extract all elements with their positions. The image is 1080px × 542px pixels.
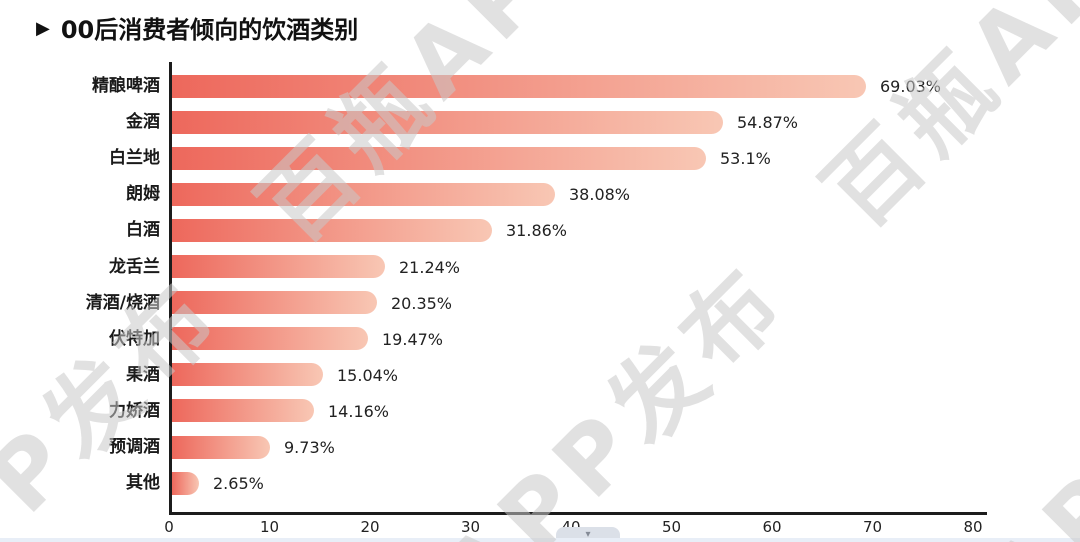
category-label: 精酿啤酒 bbox=[92, 76, 160, 96]
category-label: 预调酒 bbox=[109, 437, 160, 457]
value-label: 38.08% bbox=[569, 185, 631, 205]
value-label: 53.1% bbox=[720, 149, 771, 169]
value-label: 20.35% bbox=[391, 293, 453, 313]
bar bbox=[172, 219, 492, 242]
x-tick-label: 70 bbox=[862, 518, 883, 536]
x-tick-label: 10 bbox=[259, 518, 280, 536]
bar bbox=[172, 75, 866, 98]
page-title: ▶ 00后消费者倾向的饮酒类别 bbox=[36, 10, 358, 45]
category-label: 白兰地 bbox=[109, 148, 160, 169]
bar bbox=[172, 111, 723, 134]
value-label: 31.86% bbox=[506, 221, 568, 241]
x-tick-label: 50 bbox=[661, 518, 682, 536]
category-label: 力娇酒 bbox=[109, 400, 160, 421]
value-label: 9.73% bbox=[284, 438, 335, 457]
bar bbox=[172, 436, 270, 459]
bar bbox=[172, 399, 314, 422]
bar bbox=[172, 183, 555, 206]
x-tick-label: 20 bbox=[360, 518, 380, 536]
value-label: 19.47% bbox=[382, 329, 444, 349]
bar bbox=[172, 255, 385, 278]
x-tick-label: 30 bbox=[460, 518, 481, 536]
bar bbox=[172, 327, 368, 350]
bar bbox=[172, 363, 323, 386]
category-label: 白酒 bbox=[126, 220, 160, 241]
bar bbox=[172, 472, 199, 495]
title-marker-icon: ▶ bbox=[36, 17, 50, 39]
bottom-edge-strip bbox=[0, 538, 1080, 542]
page-title-text: 00后消费者倾向的饮酒类别 bbox=[60, 16, 359, 44]
value-label: 14.16% bbox=[328, 401, 390, 421]
x-axis-line bbox=[169, 512, 987, 515]
x-tick-label: 80 bbox=[963, 518, 983, 536]
category-label: 龙舌兰 bbox=[109, 256, 160, 277]
value-label: 21.24% bbox=[399, 257, 461, 277]
category-label: 金酒 bbox=[126, 112, 160, 133]
x-tick-label: 0 bbox=[164, 518, 174, 536]
value-label: 54.87% bbox=[737, 113, 799, 133]
value-label: 2.65% bbox=[213, 474, 264, 494]
chevron-down-icon: ▾ bbox=[585, 528, 591, 540]
category-label: 其他 bbox=[126, 473, 160, 494]
x-tick-label: 60 bbox=[762, 518, 782, 536]
y-axis-line bbox=[169, 62, 172, 513]
bar bbox=[172, 147, 706, 170]
value-label: 15.04% bbox=[337, 365, 399, 385]
value-label: 69.03% bbox=[880, 77, 942, 96]
bar bbox=[172, 291, 377, 314]
category-label: 朗姆 bbox=[126, 184, 160, 205]
category-label: 伏特加 bbox=[109, 328, 160, 349]
category-label: 果酒 bbox=[126, 364, 160, 385]
category-label: 清酒/烧酒 bbox=[85, 292, 160, 313]
